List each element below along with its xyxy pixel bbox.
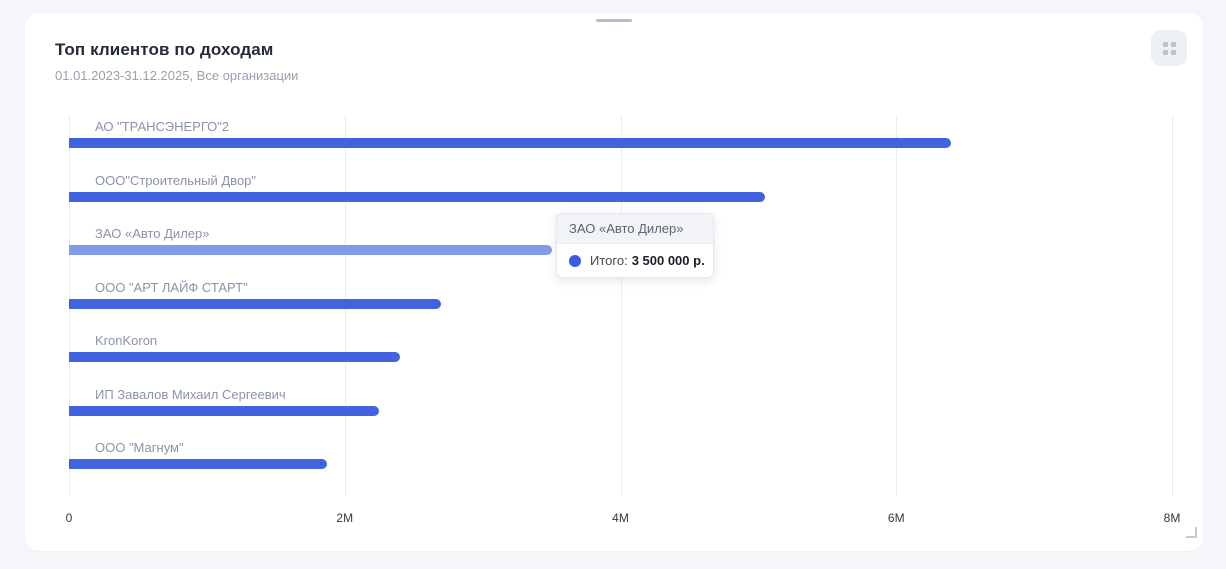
widget-header: Топ клиентов по доходам 01.01.2023-31.12… [55,40,298,83]
tooltip-body: Итого: 3 500 000 р. [557,244,713,277]
chart-row: ООО"Строительный Двор" [69,169,1172,223]
chart-row: KronKoron [69,329,1172,383]
x-axis-label: 8M [1163,511,1181,525]
category-label: АО "ТРАНСЭНЕРГО"2 [95,119,230,134]
gridline-tick [620,115,622,496]
chart-row: АО "ТРАНСЭНЕРГО"2 [69,115,1172,169]
tooltip-title: ЗАО «Авто Дилер» [557,214,713,244]
bar[interactable] [69,459,327,470]
resize-handle-icon[interactable] [1186,527,1197,538]
bar[interactable] [69,352,400,363]
plot-area: АО "ТРАНСЭНЕРГО"2 ООО"Строительный Двор" З… [69,115,1173,496]
chart-row: ООО "АРТ ЛАЙФ СТАРТ" [69,276,1172,330]
x-axis-label: 2M [336,511,354,525]
bar-rows: АО "ТРАНСЭНЕРГО"2 ООО"Строительный Двор" З… [69,115,1172,490]
chart-widget-card: Топ клиентов по доходам 01.01.2023-31.12… [25,13,1203,551]
category-label: ИП Завалов Михаил Сергеевич [95,386,286,402]
category-label: KronKoron [95,333,158,349]
x-axis: 0 2M 4M 6M 8M [65,511,1181,527]
widget-title: Топ клиентов по доходам [55,40,274,59]
chart-tooltip: ЗАО «Авто Дилер» Итого: 3 500 000 р. [556,213,714,278]
x-axis-label: 4M [612,511,629,525]
series-marker-icon [569,254,581,267]
tooltip-series-label: Итого: [590,253,628,268]
x-axis-label: 6M [887,511,905,525]
bar[interactable] [69,245,552,256]
widget-subtitle: 01.01.2023-31.12.2025, Все организации [55,68,299,83]
gridline-tick [1172,115,1173,496]
chart-row: ИП Завалов Михаил Сергеевич [69,383,1172,437]
chart-row: ЗАО «Авто Дилер» [69,222,1172,276]
chart-row: ООО "Магнум" [69,436,1172,490]
category-label: ЗАО «Авто Дилер» [95,226,210,242]
widget-move-button[interactable] [1151,30,1187,66]
gridline-tick [896,115,898,496]
drag-handle[interactable] [596,19,632,22]
bar[interactable] [69,191,766,202]
x-axis-label: 0 [65,511,73,525]
grid-2x2-icon [1162,41,1176,55]
tooltip-value: 3 500 000 р. [631,253,705,268]
bar[interactable] [69,138,952,148]
category-label: ООО "Магнум" [95,440,184,456]
bar[interactable] [69,298,442,309]
category-label: ООО "АРТ ЛАЙФ СТАРТ" [95,279,248,295]
category-label: ООО"Строительный Двор" [95,172,257,188]
bar[interactable] [69,405,380,416]
